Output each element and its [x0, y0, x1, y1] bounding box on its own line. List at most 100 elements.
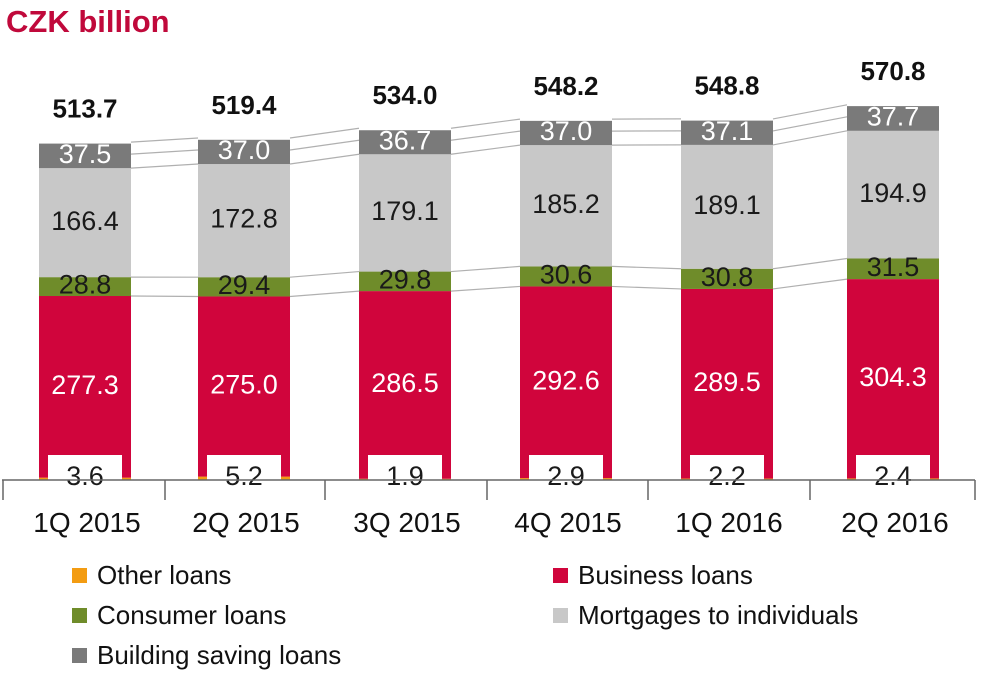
connector-line [289, 127, 360, 139]
connector-line [772, 278, 848, 290]
data-label-mortgages: 179.1 [371, 196, 439, 226]
bar-segment-business-loans [39, 296, 131, 478]
data-label-business: 292.6 [532, 365, 600, 395]
connector-line [450, 265, 521, 273]
total-label: 570.8 [860, 56, 925, 86]
legend-item: Business loans [553, 560, 753, 591]
data-label-box-other-loans [529, 455, 603, 499]
data-label-mortgages: 172.8 [210, 204, 278, 234]
total-label: 548.2 [533, 71, 598, 101]
data-label-box-other-loans [368, 455, 442, 499]
bar-segment-business-loans [847, 279, 939, 479]
bar-segment-mortgages [847, 130, 939, 259]
bar-segment-consumer-loans [847, 258, 939, 280]
bar-segment-consumer-loans [681, 268, 773, 289]
data-label-business: 286.5 [371, 368, 439, 398]
data-label-consumer: 30.8 [701, 262, 754, 292]
data-label-consumer: 30.6 [540, 260, 593, 290]
legend-item: Mortgages to individuals [553, 600, 858, 631]
connector-line [450, 144, 521, 155]
connector-line [289, 139, 360, 151]
data-label-other-loans: 3.6 [66, 461, 104, 491]
legend-item: Building saving loans [72, 640, 341, 671]
legend-label: Other loans [97, 560, 232, 590]
data-label-box-other-loans [856, 455, 930, 499]
bar-segment-business-loans [359, 291, 451, 479]
bar-segment-consumer-loans [520, 266, 612, 287]
data-label-building-saving: 37.0 [218, 135, 271, 165]
x-tick-label: 4Q 2015 [514, 507, 621, 538]
data-label-consumer: 29.8 [379, 264, 432, 294]
legend-label: Business loans [578, 560, 753, 590]
connector-line [450, 118, 521, 129]
data-label-consumer: 28.8 [59, 270, 112, 300]
x-tick-label: 2Q 2015 [192, 507, 299, 538]
unit-title: CZK billion [6, 4, 170, 39]
bar-segment-consumer-loans [359, 271, 451, 292]
bar-segment-mortgages [520, 145, 612, 267]
total-label: 534.0 [372, 80, 437, 110]
connector-line [611, 285, 682, 290]
connector-line [450, 130, 521, 141]
data-label-mortgages: 194.9 [859, 178, 927, 208]
x-tick-label: 1Q 2016 [675, 507, 782, 538]
bar-segment-building-saving-loans [681, 120, 773, 145]
data-label-building-saving: 37.1 [701, 116, 754, 146]
legend-swatch [72, 568, 87, 583]
bar-segment-mortgages [359, 154, 451, 272]
data-label-box-other-loans [48, 455, 122, 499]
bar-segment-building-saving-loans [39, 143, 131, 169]
bar-segment-building-saving-loans [520, 120, 612, 146]
total-label: 513.7 [52, 94, 117, 124]
x-tick-label: 3Q 2015 [353, 507, 460, 538]
bar-segment-building-saving-loans [847, 106, 939, 131]
bar-segment-mortgages [681, 144, 773, 269]
data-label-consumer: 31.5 [867, 252, 920, 282]
data-label-business: 304.3 [859, 362, 927, 392]
connector-line [772, 104, 848, 120]
connector-line [772, 130, 848, 146]
data-label-box-other-loans [207, 455, 281, 499]
legend-label: Mortgages to individuals [578, 600, 859, 630]
data-label-other-loans: 2.9 [547, 461, 585, 491]
legend-swatch [553, 608, 568, 623]
data-label-business: 277.3 [51, 370, 119, 400]
data-label-business: 275.0 [210, 370, 278, 400]
legend-swatch [72, 608, 87, 623]
data-label-business: 289.5 [693, 367, 761, 397]
data-label-building-saving: 36.7 [379, 125, 432, 155]
bar-segment-mortgages [39, 168, 131, 278]
connector-line [289, 270, 360, 278]
data-label-mortgages: 166.4 [51, 206, 119, 236]
data-label-mortgages: 185.2 [532, 189, 600, 219]
data-label-mortgages: 189.1 [693, 190, 761, 220]
bar-segment-business-loans [198, 296, 290, 477]
connector-line [289, 290, 360, 298]
connector-line [772, 116, 848, 132]
connector-line [130, 163, 199, 169]
legend-item: Consumer loans [72, 600, 286, 631]
legend-swatch [553, 568, 568, 583]
connector-line [130, 137, 199, 143]
data-label-building-saving: 37.7 [867, 102, 920, 132]
connector-line [772, 257, 848, 270]
x-tick-label: 2Q 2016 [841, 507, 948, 538]
data-label-building-saving: 37.5 [59, 139, 112, 169]
bar-segment-mortgages [198, 164, 290, 278]
legend-item: Other loans [72, 560, 231, 591]
data-label-other-loans: 2.2 [708, 461, 746, 491]
connector-line [130, 149, 199, 155]
bar-segment-business-loans [681, 288, 773, 479]
legend-label: Building saving loans [97, 640, 342, 670]
data-label-box-other-loans [690, 455, 764, 499]
bar-segment-consumer-loans [198, 277, 290, 297]
legend-label: Consumer loans [97, 600, 287, 630]
total-label: 548.8 [694, 71, 759, 101]
data-label-other-loans: 5.2 [225, 461, 263, 491]
data-label-other-loans: 2.4 [874, 461, 912, 491]
x-tick-label: 1Q 2015 [33, 507, 140, 538]
total-label: 519.4 [211, 90, 277, 120]
data-label-consumer: 29.4 [218, 270, 271, 300]
connector-line [450, 285, 521, 292]
